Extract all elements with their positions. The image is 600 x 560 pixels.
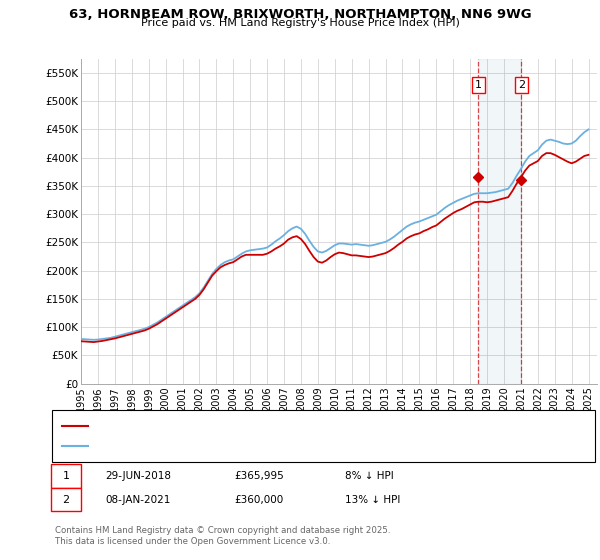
Text: £365,995: £365,995 (234, 471, 284, 481)
Text: HPI: Average price, detached house, West Northamptonshire: HPI: Average price, detached house, West… (94, 441, 391, 451)
Text: 63, HORNBEAM ROW, BRIXWORTH, NORTHAMPTON, NN6 9WG: 63, HORNBEAM ROW, BRIXWORTH, NORTHAMPTON… (68, 8, 532, 21)
Text: 63, HORNBEAM ROW, BRIXWORTH, NORTHAMPTON, NN6 9WG (detached house): 63, HORNBEAM ROW, BRIXWORTH, NORTHAMPTON… (94, 421, 488, 431)
Text: 13% ↓ HPI: 13% ↓ HPI (345, 494, 400, 505)
Text: 8% ↓ HPI: 8% ↓ HPI (345, 471, 394, 481)
Text: £360,000: £360,000 (234, 494, 283, 505)
Text: 1: 1 (62, 471, 70, 481)
Text: 1: 1 (475, 80, 482, 90)
Text: 29-JUN-2018: 29-JUN-2018 (105, 471, 171, 481)
Text: Contains HM Land Registry data © Crown copyright and database right 2025.
This d: Contains HM Land Registry data © Crown c… (55, 526, 391, 546)
Text: 2: 2 (518, 80, 525, 90)
Bar (478, 59, 521, 384)
Text: 08-JAN-2021: 08-JAN-2021 (105, 494, 170, 505)
Text: 2: 2 (62, 494, 70, 505)
Text: Price paid vs. HM Land Registry's House Price Index (HPI): Price paid vs. HM Land Registry's House … (140, 18, 460, 28)
